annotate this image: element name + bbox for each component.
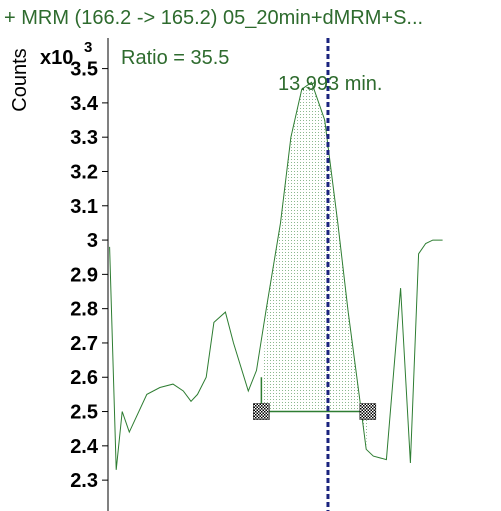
y-multiplier: x10	[40, 47, 73, 69]
integration-start-marker[interactable]	[253, 404, 269, 420]
y-tick-label: 2.4	[70, 436, 99, 458]
integrated-peak-area	[261, 82, 367, 449]
y-multiplier-exponent: 3	[84, 39, 92, 56]
y-tick-label: 2.7	[70, 333, 98, 355]
integration-end-marker[interactable]	[360, 404, 376, 420]
y-tick-label: 2.6	[70, 367, 98, 389]
retention-time-label: 13.993 min.	[278, 73, 383, 95]
y-tick-label: 3.4	[70, 93, 99, 115]
y-tick-label: 2.3	[70, 470, 98, 492]
y-tick-label: 3.1	[70, 196, 98, 218]
y-tick-label: 2.5	[70, 402, 98, 424]
y-tick-label: 3	[87, 230, 98, 252]
chart-title: + MRM (166.2 -> 165.2) 05_20min+dMRM+S..…	[4, 7, 423, 29]
y-axis-label: Counts	[9, 48, 31, 111]
y-tick-label: 3.3	[70, 127, 98, 149]
y-tick-label: 3.2	[70, 161, 98, 183]
y-axis-ticks: 2.3 2.4 2.5 2.6 2.7 2.8 2.9 3 3.1 3.2 3.3 3.4 3.5	[70, 59, 108, 493]
y-tick-label: 3.5	[70, 59, 98, 81]
y-tick-label: 2.8	[70, 299, 98, 321]
ratio-annotation: Ratio = 35.5	[121, 47, 229, 69]
y-tick-label: 2.9	[70, 264, 98, 286]
